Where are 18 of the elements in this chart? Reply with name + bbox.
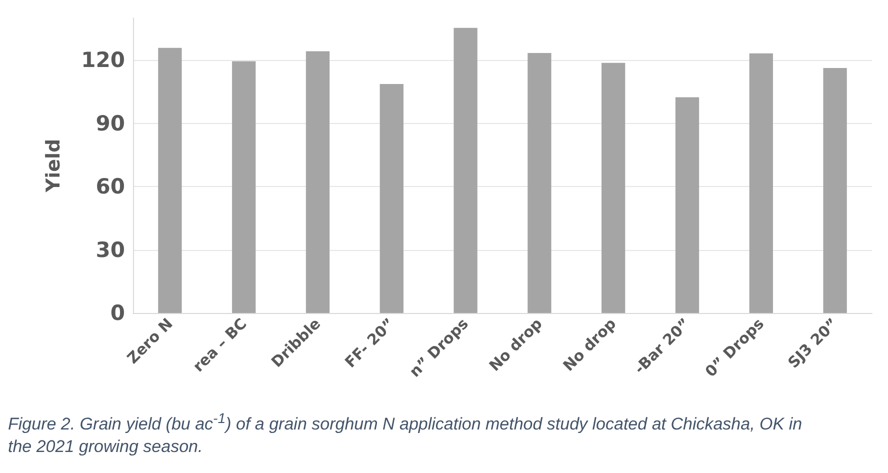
y-tick-label: 60 [96,174,125,199]
text: Figure 2. Grain yield (bu ac$^{-1}$) of a grain sorghum N application method study located at Chickasha, OK in the 2021 growing season. [8,411,802,456]
y-tick-label: 0 [110,301,125,325]
bar [306,51,330,313]
bar [158,48,182,313]
bar [454,28,478,313]
bar [528,52,552,313]
y-axis-title: Yield [42,138,64,194]
bar [602,62,626,313]
y-tick-label: 30 [96,238,125,262]
x-tick-label: rea – BC [189,314,250,376]
bar [380,84,404,313]
bar [823,68,847,313]
y-tick-label: 120 [81,48,125,72]
y-tick-label: 90 [96,111,125,136]
bar [232,61,256,313]
bar [675,97,700,313]
bar [749,53,773,313]
